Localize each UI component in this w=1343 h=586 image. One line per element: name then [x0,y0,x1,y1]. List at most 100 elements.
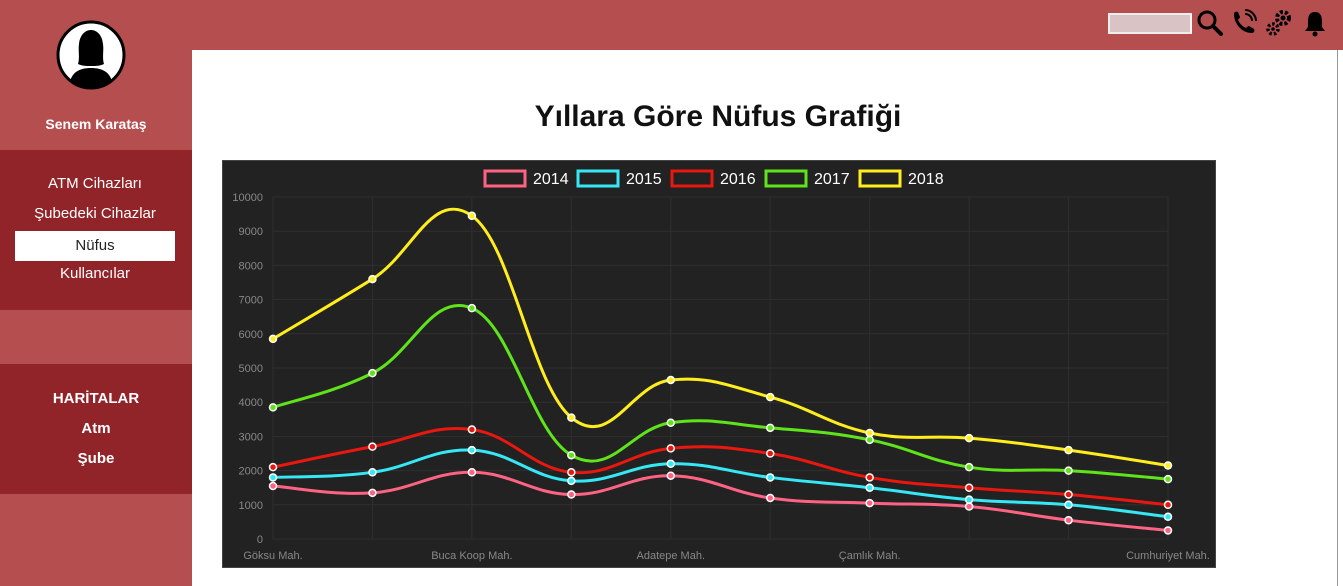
data-point-2015 [1163,512,1173,522]
y-tick-label: 3000 [239,431,263,443]
y-tick-label: 6000 [239,329,263,341]
data-point-2017 [1064,466,1073,475]
data-point-2014 [1163,526,1173,535]
legend-label-2014: 2014 [533,171,569,188]
data-point-2014 [765,493,775,503]
legend-swatch-2018 [858,169,902,188]
data-point-2018 [368,274,377,284]
legend-swatch-2015 [576,169,620,188]
data-point-2016 [567,468,576,477]
search-input[interactable] [1108,13,1192,34]
data-point-2018 [964,433,974,443]
data-point-2014 [467,468,477,477]
data-point-2018 [268,334,278,344]
data-point-2015 [467,445,477,455]
data-point-2018 [567,413,576,422]
y-tick-label: 7000 [239,295,263,307]
series-line-2017 [272,304,1169,481]
data-point-2017 [368,368,377,378]
maps-menu: HARİTALAR Atm Şube [0,364,192,494]
data-point-2015 [268,473,278,482]
scrollbar[interactable] [1337,50,1343,586]
data-point-2017 [765,423,775,433]
legend-label-2016: 2016 [720,171,756,188]
data-point-2016 [1163,500,1173,510]
maps-item-atm[interactable]: Atm [81,420,111,437]
data-point-2018 [765,392,775,402]
user-avatar-icon[interactable] [56,20,126,90]
data-point-2014 [865,498,874,508]
data-point-2016 [467,425,477,434]
y-tick-label: 0 [257,534,263,546]
sidebar-item-population[interactable]: Nüfus [15,231,175,261]
y-tick-label: 4000 [239,397,263,409]
data-point-2014 [1064,515,1073,525]
data-point-2015 [964,495,974,504]
search-icon[interactable] [1195,8,1225,38]
page-title: Yıllara Göre Nüfus Grafiği [534,100,902,133]
legend-label-2018: 2018 [908,171,944,188]
y-tick-label: 9000 [239,226,263,238]
data-point-2017 [467,303,477,313]
data-point-2017 [567,450,576,460]
data-point-2014 [268,481,278,491]
maps-heading: HARİTALAR [52,390,140,407]
data-point-2018 [666,375,676,385]
data-point-2015 [567,476,576,486]
maps-item-branch[interactable]: Şube [77,450,115,467]
data-point-2017 [964,462,974,472]
sidebar-item-atm-devices[interactable]: ATM Cihazları [48,175,142,192]
data-point-2016 [765,449,775,458]
data-point-2016 [368,442,377,451]
data-point-2017 [1163,474,1173,484]
user-name: Senem Karataş [45,116,147,132]
data-point-2015 [368,468,377,477]
data-point-2014 [666,471,676,480]
chart-svg: 0 1000 2000 3000 4000 5000 6000 7000 8000 9000 100… [232,169,1210,562]
x-tick-label: Adatepe Mah. [637,550,706,562]
data-point-2015 [1064,500,1073,510]
x-tick-label: Cumhuriyet Mah. [1126,550,1210,562]
legend-label-2015: 2015 [626,171,662,188]
data-point-2015 [865,483,874,492]
data-point-2018 [1064,445,1073,455]
legend-swatch-2014 [483,169,527,188]
y-tick-label: 8000 [239,260,263,272]
population-chart: 0 1000 2000 3000 4000 5000 6000 7000 8000 9000 100… [222,160,1216,568]
y-tick-label: 2000 [239,466,263,478]
sidebar-item-branch-devices[interactable]: Şubedeki Cihazlar [34,205,156,222]
sidebar-menu: ATM Cihazları Şubedeki Cihazlar Nüfus Ku… [0,150,192,310]
y-tick-label: 5000 [239,363,263,375]
data-point-2015 [765,473,775,482]
data-point-2014 [567,490,576,499]
series-line-2015 [272,448,1169,519]
settings-icon[interactable] [1264,8,1294,38]
data-point-2016 [666,444,676,453]
legend-swatch-2016 [670,169,714,188]
series-line-2016 [272,427,1169,507]
x-tick-label: Çamlık Mah. [839,550,901,562]
data-point-2014 [368,488,377,498]
series-line-2014 [272,470,1169,532]
data-point-2016 [865,473,874,482]
data-point-2016 [964,483,974,492]
data-point-2017 [865,435,874,445]
data-point-2015 [666,459,676,469]
data-point-2018 [1163,461,1173,470]
data-point-2014 [964,502,974,511]
phone-icon[interactable] [1229,8,1259,38]
legend-swatch-2017 [764,169,808,188]
y-tick-label: 10000 [232,192,263,204]
data-point-2017 [268,403,278,412]
x-tick-label: Buca Koop Mah. [431,550,512,562]
data-point-2018 [467,211,477,221]
bell-icon[interactable] [1300,8,1330,38]
data-point-2018 [865,428,874,438]
sidebar-item-users[interactable]: Kullancılar [59,265,131,282]
series-line-2018 [272,207,1169,467]
legend-label-2017: 2017 [814,171,850,188]
data-point-2016 [1064,490,1073,499]
y-tick-label: 1000 [239,500,263,512]
data-point-2016 [268,462,278,472]
sidebar: Senem Karataş ATM Cihazları Şubedeki Cih… [0,0,192,586]
